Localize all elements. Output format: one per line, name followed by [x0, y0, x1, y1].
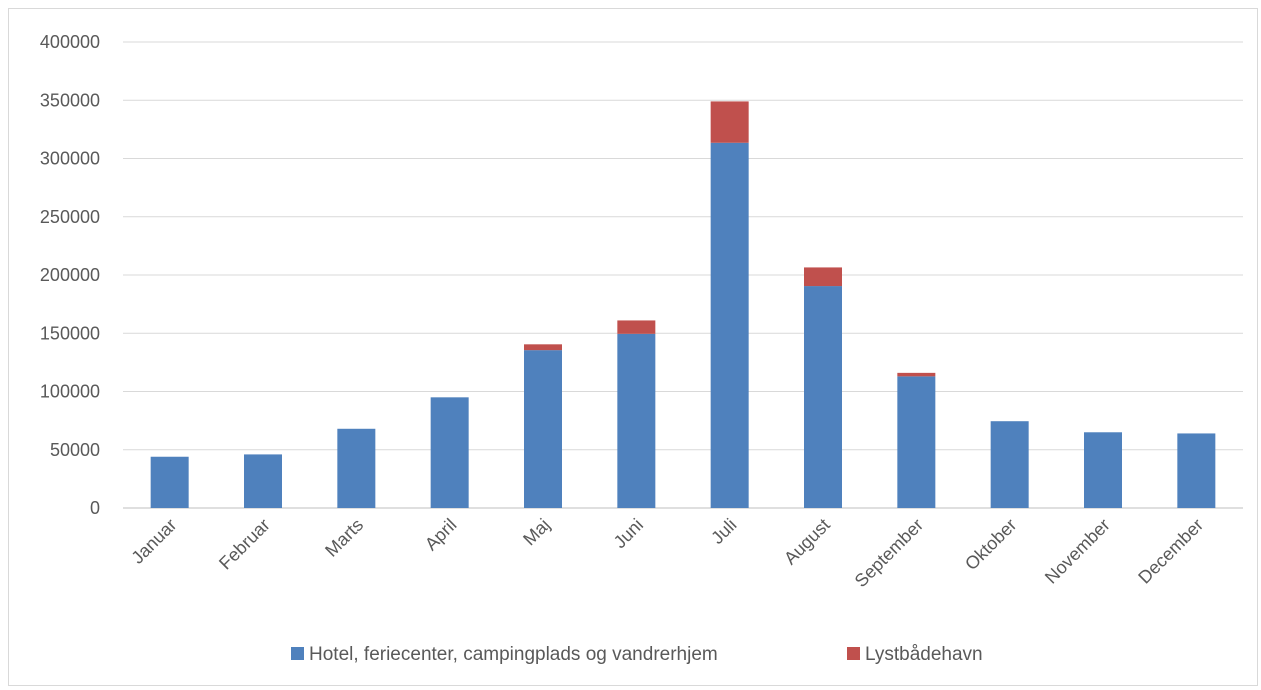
- y-tick-label: 400000: [40, 32, 100, 52]
- legend: Hotel, feriecenter, campingplads og vand…: [291, 644, 983, 665]
- legend-swatch-1: [847, 647, 860, 660]
- bar-segment-hotel-0: [150, 456, 189, 508]
- x-tick-label: September: [851, 515, 927, 591]
- bar-segment-hotel-11: [1177, 433, 1216, 508]
- y-tick-label: 200000: [40, 265, 100, 285]
- gridlines: [123, 41, 1243, 509]
- y-axis-tick-labels: 0 50000 100000 150000 200000 250000 300000 3500…: [40, 32, 100, 518]
- x-tick-label: Juli: [707, 515, 740, 548]
- legend-label-0: Hotel, feriecenter, campingplads og vand…: [309, 644, 718, 665]
- bar-segment-lystbaadehavn-4: [524, 344, 562, 351]
- y-tick-label: 100000: [40, 382, 100, 402]
- y-tick-label: 300000: [40, 149, 100, 169]
- bar-segment-hotel-10: [1084, 432, 1122, 508]
- x-tick-label: April: [421, 515, 461, 555]
- bar-segment-lystbaadehavn-8: [897, 372, 936, 377]
- bar-segment-hotel-7: [804, 286, 842, 508]
- bar-segment-lystbaadehavn-5: [617, 320, 656, 334]
- bar-segment-lystbaadehavn-6: [710, 101, 749, 143]
- bar-segment-hotel-4: [524, 350, 562, 508]
- bar-segment-hotel-8: [897, 376, 936, 508]
- bar-segment-hotel-2: [337, 428, 376, 508]
- legend-swatch-0: [291, 647, 304, 660]
- x-tick-label: Februar: [215, 515, 274, 574]
- y-tick-label: 350000: [40, 90, 100, 110]
- bars: [150, 101, 1216, 508]
- bar-segment-hotel-5: [617, 333, 656, 508]
- bar-segment-lystbaadehavn-7: [804, 267, 842, 287]
- x-tick-label: Juni: [610, 515, 647, 552]
- x-tick-label: Januar: [127, 515, 180, 568]
- bar-segment-hotel-3: [430, 397, 469, 508]
- x-tick-label: August: [780, 515, 834, 569]
- y-tick-label: 250000: [40, 207, 100, 227]
- y-tick-label: 0: [90, 498, 100, 518]
- x-tick-label: Maj: [519, 515, 554, 550]
- x-tick-label: December: [1134, 515, 1207, 588]
- x-tick-label: November: [1041, 515, 1114, 588]
- y-tick-label: 150000: [40, 323, 100, 343]
- bar-segment-hotel-6: [710, 142, 749, 508]
- x-tick-label: Marts: [321, 515, 367, 561]
- x-tick-label: Oktober: [961, 515, 1020, 574]
- x-axis-tick-labels: Januar Februar Marts April Maj Juni Juli August…: [127, 515, 1207, 591]
- y-tick-label: 50000: [50, 440, 100, 460]
- legend-label-1: Lystbådehavn: [865, 644, 983, 665]
- bar-segment-hotel-1: [244, 454, 282, 508]
- bar-segment-hotel-9: [990, 421, 1029, 508]
